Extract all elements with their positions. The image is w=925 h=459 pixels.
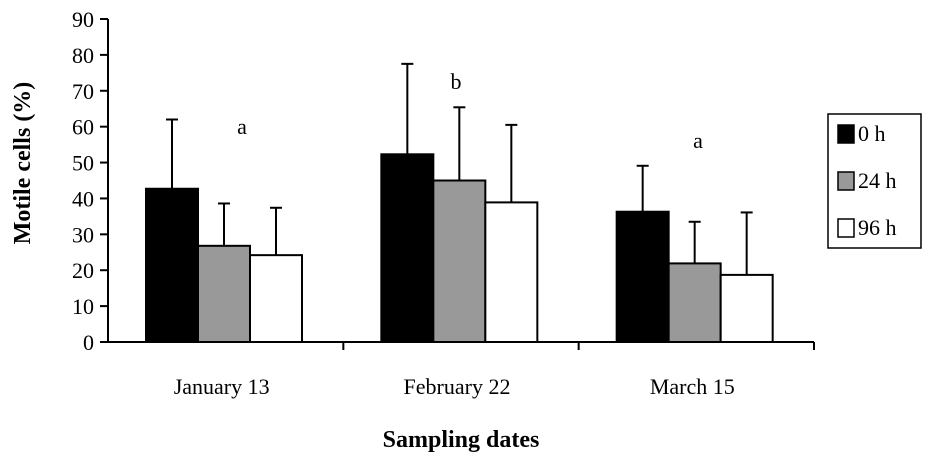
error-bars-layer — [166, 62, 753, 275]
y-tick-label: 0 — [83, 330, 94, 355]
legend-swatch-24h — [837, 171, 855, 191]
bar — [380, 153, 435, 343]
bar — [197, 244, 251, 343]
legend: 0 h 24 h 96 h — [827, 113, 922, 249]
y-tick-label: 90 — [72, 7, 94, 32]
legend-label-0h: 0 h — [858, 121, 886, 146]
bar — [145, 187, 199, 343]
x-tick-label: March 15 — [650, 374, 735, 399]
legend-label-96h: 96 h — [858, 215, 897, 240]
y-tick-label: 40 — [72, 186, 94, 211]
x-tick-label: January 13 — [174, 374, 270, 399]
significance-letter: a — [237, 114, 247, 139]
legend-swatch-0h — [837, 124, 855, 144]
y-tick-label: 60 — [72, 115, 94, 140]
x-tick-label: February 22 — [404, 374, 511, 399]
y-axis-title: Motile cells (%) — [10, 82, 36, 245]
bar — [432, 179, 487, 343]
bar — [667, 262, 722, 343]
y-tick-label: 70 — [72, 79, 94, 104]
bar — [719, 273, 774, 344]
annotations-layer: a b a — [237, 69, 703, 153]
y-tick-label: 10 — [72, 294, 94, 319]
bar — [249, 254, 303, 344]
y-tick-label: 50 — [72, 151, 94, 176]
legend-swatch-96h — [837, 218, 855, 238]
significance-letter: a — [693, 128, 703, 153]
significance-letter: b — [451, 69, 462, 94]
bars-layer — [145, 153, 774, 344]
y-tick-label: 30 — [72, 222, 94, 247]
legend-label-24h: 24 h — [858, 168, 897, 193]
x-axis-title: Sampling dates — [383, 427, 540, 453]
bar — [484, 201, 539, 343]
axes-layer: 0 10 20 30 40 50 60 70 80 90 January 13 February 22… — [72, 7, 815, 399]
bar — [615, 210, 670, 343]
y-tick-label: 20 — [72, 258, 94, 283]
y-tick-label: 80 — [72, 43, 94, 68]
